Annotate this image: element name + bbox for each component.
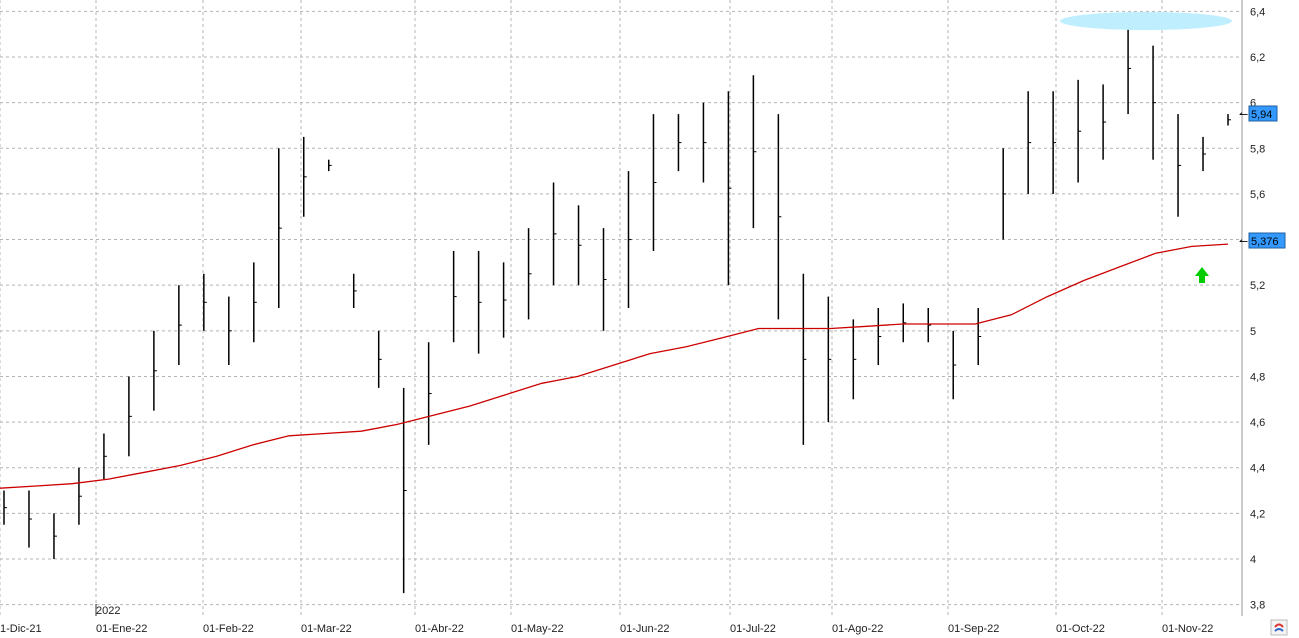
x-tick-label: 01-Ago-22 [832, 623, 883, 635]
y-tick-label: 4 [1250, 554, 1256, 566]
y-tick-label: 5,2 [1250, 280, 1265, 292]
x-tick-label: 1-Dic-21 [0, 623, 42, 635]
price-bars [3, 22, 1231, 594]
year-label: 2022 [96, 605, 120, 617]
ma-value-arrow-icon: ↼ [1239, 236, 1248, 248]
x-tick-label: 01-Oct-22 [1056, 623, 1105, 635]
x-tick-label: 01-Nov-22 [1162, 623, 1213, 635]
x-tick-label: 01-Abr-22 [415, 623, 464, 635]
logo-icon[interactable] [1270, 619, 1288, 636]
grid-lines [0, 0, 1243, 616]
y-tick-label: 4,8 [1250, 371, 1265, 383]
moving-average-line [0, 243, 1229, 489]
y-tick-label: 5,8 [1250, 143, 1265, 155]
y-tick-label: 5,6 [1250, 189, 1265, 201]
up-arrow-icon [1195, 267, 1209, 283]
ma-value-tag: ↼ 5,376 [1239, 232, 1286, 249]
x-tick-label: 01-Mar-22 [301, 623, 352, 635]
x-tick-label: 01-Sep-22 [948, 623, 999, 635]
x-tick-label: 01-Feb-22 [203, 623, 254, 635]
highlight-ellipse [1060, 12, 1232, 30]
last-price-label: 5,94 [1251, 109, 1272, 121]
x-tick-label: 01-Jun-22 [620, 623, 670, 635]
last-price-tag: ↼ 5,94 [1239, 105, 1278, 122]
y-axis-tick-labels: 3,844,24,44,64,855,25,45,65,866,26,4 [1250, 6, 1265, 611]
last-price-arrow-icon: ↼ [1239, 109, 1248, 121]
y-tick-label: 4,6 [1250, 417, 1265, 429]
x-tick-label: 01-Jul-22 [730, 623, 776, 635]
x-tick-label: 01-Ene-22 [96, 623, 147, 635]
ma-value-box [1248, 232, 1286, 249]
y-tick-label: 6,4 [1250, 6, 1265, 18]
y-tick-label: 5 [1250, 326, 1256, 338]
last-price-box [1248, 105, 1278, 122]
y-tick-label: 3,8 [1250, 600, 1265, 612]
y-tick-label: 4,2 [1250, 508, 1265, 520]
x-tick-label: 01-May-22 [511, 623, 564, 635]
x-axis-tick-labels: 1-Dic-21 01-Ene-22 01-Feb-22 01-Mar-22 01-Ab… [0, 623, 1213, 635]
y-tick-label: 6 [1250, 98, 1256, 110]
y-tick-label: 6,2 [1250, 52, 1265, 64]
y-tick-label: 4,4 [1250, 463, 1265, 475]
ma-value-label: 5,376 [1251, 236, 1279, 248]
